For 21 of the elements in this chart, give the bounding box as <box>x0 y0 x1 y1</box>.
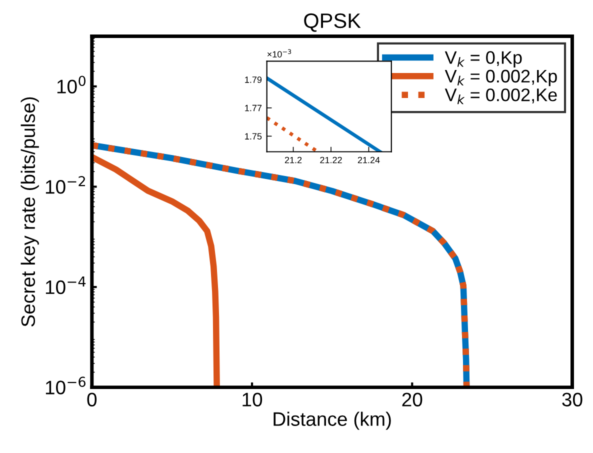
x-tick-label: 21.24 <box>358 156 380 164</box>
y-tick-label: 1.77 <box>245 104 262 112</box>
legend-label: V$_{k}$ = 0.002,Kp <box>444 70 557 86</box>
y-tick-label: 10$^{−6}$ <box>46 376 86 394</box>
annotation: ×10$^{−3}$ <box>267 49 292 58</box>
x-axis-title: Distance (km) <box>274 412 391 430</box>
x-tick-label: 30 <box>562 392 582 406</box>
y-tick-label: 1.79 <box>245 76 262 83</box>
x-tick-label: 0 <box>87 392 97 406</box>
x-tick-label: 21.22 <box>320 156 342 164</box>
y-tick-label: 10$^{−4}$ <box>46 276 86 294</box>
legend-label: V$_{k}$ = 0,Kp <box>444 51 522 68</box>
y-tick-label: 10$^{0}$ <box>57 76 86 94</box>
x-tick-label: 21.2 <box>284 156 302 164</box>
x-tick-label: 20 <box>402 392 422 406</box>
y-tick-label: 10$^{−2}$ <box>46 176 85 194</box>
legend-label: V$_{k}$ = 0.002,Ke <box>444 88 557 104</box>
chart-title: QPSK <box>304 13 361 32</box>
y-axis-title: Secret key rate (bits/pulse) <box>20 97 39 327</box>
x-tick-label: 10 <box>242 392 262 406</box>
y-tick-label: 1.75 <box>245 133 262 140</box>
